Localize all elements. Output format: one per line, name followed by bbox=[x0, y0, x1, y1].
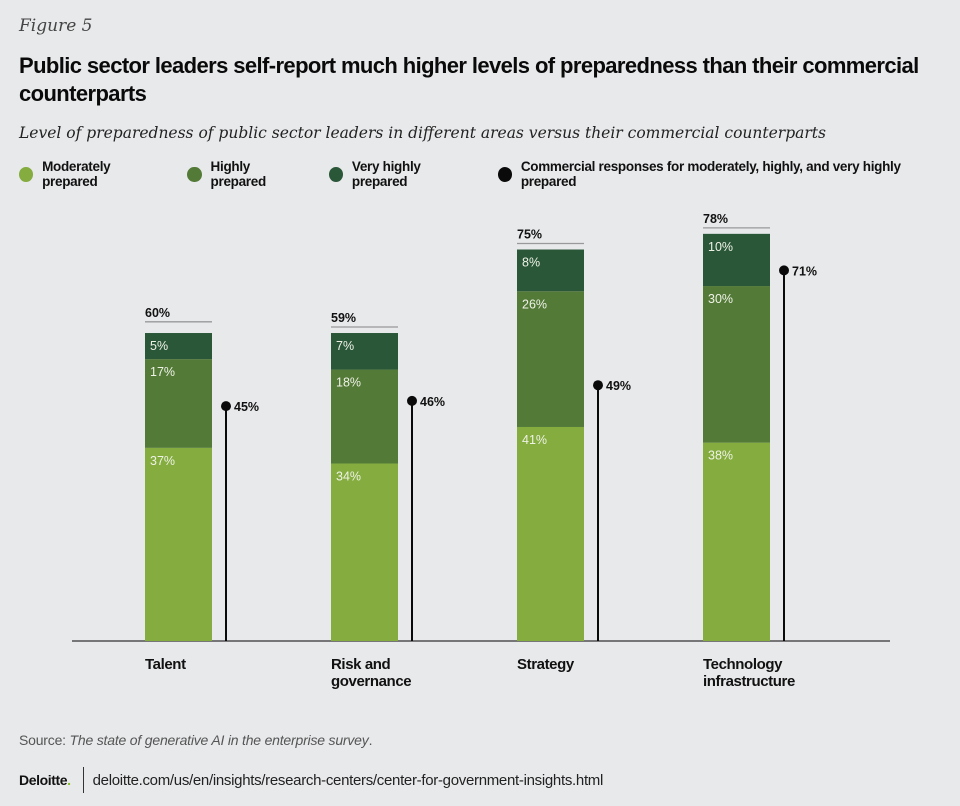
category-tick-label: Risk and bbox=[331, 656, 391, 673]
legend: Moderately prepared Highly prepared Very… bbox=[19, 159, 960, 189]
legend-swatch-highly bbox=[187, 166, 202, 182]
segment-value-label: 26% bbox=[522, 297, 547, 311]
category-tick-label: infrastructure bbox=[703, 673, 795, 690]
bar-segment-moderately bbox=[145, 447, 212, 641]
bar-segment-very-highly bbox=[703, 233, 770, 287]
bar-segment-moderately bbox=[331, 463, 398, 641]
bar-segment-moderately bbox=[703, 442, 770, 641]
footer: Deloitte. deloitte.com/us/en/insights/re… bbox=[19, 766, 603, 794]
total-value-label: 59% bbox=[331, 311, 356, 325]
legend-label: Moderately prepared bbox=[42, 159, 111, 189]
source-note: Source: The state of generative AI in th… bbox=[19, 732, 372, 748]
commercial-marker bbox=[407, 395, 417, 406]
segment-value-label: 7% bbox=[336, 339, 354, 353]
legend-label: Very highly prepared bbox=[351, 159, 421, 189]
chart-subtitle: Level of preparedness of public sector l… bbox=[19, 124, 826, 142]
commercial-value-label: 46% bbox=[420, 395, 445, 409]
legend-item-highly: Highly prepared bbox=[187, 159, 302, 189]
segment-value-label: 5% bbox=[150, 339, 168, 353]
footer-divider bbox=[82, 767, 84, 793]
bar-segment-very-highly bbox=[517, 249, 584, 292]
legend-item-moderately: Moderately prepared bbox=[19, 159, 161, 189]
segment-value-label: 10% bbox=[708, 240, 733, 254]
category-tick-label: Technology bbox=[703, 656, 783, 673]
commercial-value-label: 45% bbox=[234, 400, 259, 414]
bar-segment-highly bbox=[145, 359, 212, 448]
chart-plot: 37% 17% 5% 60% 45% Talent 34% 18% 7% 59% 46% Risk a… bbox=[72, 212, 890, 690]
segment-value-label: 34% bbox=[336, 470, 361, 484]
figure-label: Figure 5 bbox=[19, 16, 93, 36]
bar-segment-very-highly bbox=[145, 333, 212, 360]
commercial-marker bbox=[221, 401, 231, 412]
segment-value-label: 18% bbox=[336, 376, 361, 390]
category-tick-label: Talent bbox=[145, 656, 186, 673]
source-suffix: . bbox=[368, 732, 373, 748]
source-title: The state of generative AI in the enterp… bbox=[69, 732, 369, 748]
bar-segment-highly bbox=[703, 286, 770, 443]
commercial-value-label: 71% bbox=[792, 264, 817, 278]
segment-value-label: 30% bbox=[708, 292, 733, 306]
total-value-label: 78% bbox=[703, 212, 728, 226]
segment-value-label: 8% bbox=[522, 256, 540, 270]
commercial-marker bbox=[779, 265, 789, 276]
bar-segment-highly bbox=[331, 369, 398, 464]
footer-url-link[interactable]: deloitte.com/us/en/insights/research-cen… bbox=[92, 771, 604, 789]
legend-swatch-commercial bbox=[497, 166, 512, 182]
legend-label: Highly prepared bbox=[210, 159, 267, 189]
source-prefix: Source: bbox=[19, 732, 70, 748]
segment-value-label: 17% bbox=[150, 365, 175, 379]
category-tick-label: Strategy bbox=[517, 656, 575, 673]
bar-segment-highly bbox=[517, 291, 584, 427]
segment-value-label: 38% bbox=[708, 449, 733, 463]
legend-swatch-very-highly bbox=[328, 166, 343, 182]
legend-item-commercial: Commercial responses for moderately, hig… bbox=[497, 159, 934, 189]
bar-segment-very-highly bbox=[331, 333, 398, 370]
legend-swatch-moderately bbox=[19, 166, 34, 182]
deloitte-logo: Deloitte. bbox=[19, 772, 71, 788]
category-tick-label: governance bbox=[331, 673, 411, 690]
chart-title: Public sector leaders self-report much h… bbox=[19, 53, 919, 106]
total-value-label: 75% bbox=[517, 228, 542, 242]
segment-value-label: 41% bbox=[522, 433, 547, 447]
legend-item-very-highly: Very highly prepared bbox=[328, 159, 472, 189]
brand-dot: . bbox=[67, 772, 71, 788]
brand-name: Deloitte bbox=[19, 772, 68, 788]
commercial-marker bbox=[593, 380, 603, 391]
bar-segment-moderately bbox=[517, 426, 584, 641]
commercial-value-label: 49% bbox=[606, 379, 631, 393]
segment-value-label: 37% bbox=[150, 454, 175, 468]
legend-label: Commercial responses for moderately, hig… bbox=[520, 159, 901, 189]
total-value-label: 60% bbox=[145, 306, 170, 320]
